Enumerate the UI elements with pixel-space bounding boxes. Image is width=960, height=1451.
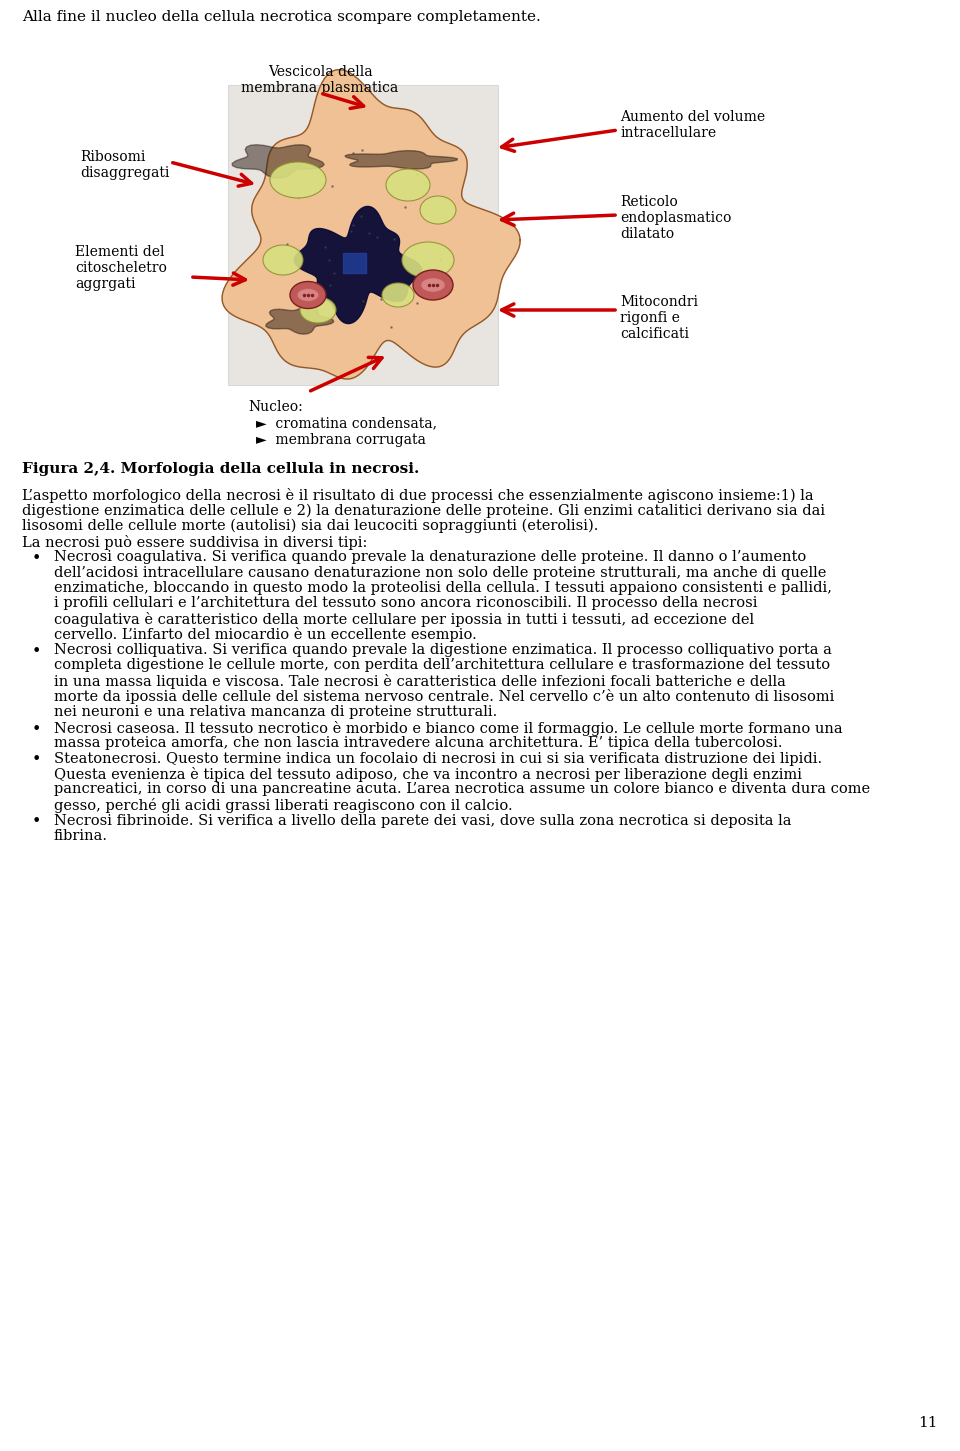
Text: coagulativa è caratteristico della morte cellulare per ipossia in tutti i tessut: coagulativa è caratteristico della morte… [54,612,755,627]
Text: Necrosi fibrinoide. Si verifica a livello della parete dei vasi, dove sulla zona: Necrosi fibrinoide. Si verifica a livell… [54,814,791,827]
Text: completa digestione le cellule morte, con perdita dell’architettura cellulare e : completa digestione le cellule morte, co… [54,659,830,672]
Text: 11: 11 [919,1416,938,1431]
Text: •: • [32,550,41,567]
Ellipse shape [413,270,453,300]
Text: digestione enzimatica delle cellule e 2) la denaturazione delle proteine. Gli en: digestione enzimatica delle cellule e 2)… [22,503,826,518]
Text: Nucleo:: Nucleo: [248,400,302,414]
Ellipse shape [382,283,414,308]
Text: i profili cellulari e l’architettura del tessuto sono ancora riconoscibili. Il p: i profili cellulari e l’architettura del… [54,596,757,611]
Text: Necrosi coagulativa. Si verifica quando prevale la denaturazione delle proteine.: Necrosi coagulativa. Si verifica quando … [54,550,806,564]
Text: L’aspetto morfologico della necrosi è il risultato di due processi che essenzial: L’aspetto morfologico della necrosi è il… [22,488,814,503]
Text: Figura 2,4. Morfologia della cellula in necrosi.: Figura 2,4. Morfologia della cellula in … [22,461,420,476]
Text: Mitocondri
rigonfi e
calcificati: Mitocondri rigonfi e calcificati [620,295,698,341]
Polygon shape [345,151,457,168]
Text: ►  cromatina condensata,: ► cromatina condensata, [256,416,437,431]
Text: •: • [32,814,41,830]
Text: in una massa liquida e viscosa. Tale necrosi è caratteristica delle infezioni fo: in una massa liquida e viscosa. Tale nec… [54,675,786,689]
Text: massa proteica amorfa, che non lascia intravedere alcuna architettura. E’ tipica: massa proteica amorfa, che non lascia in… [54,736,782,750]
Text: Necrosi colliquativa. Si verifica quando prevale la digestione enzimatica. Il pr: Necrosi colliquativa. Si verifica quando… [54,643,832,657]
Text: Steatonecrosi. Questo termine indica un focolaio di necrosi in cui si sia verifi: Steatonecrosi. Questo termine indica un … [54,752,822,766]
Text: Vescicola della
membrana plasmatica: Vescicola della membrana plasmatica [241,65,398,96]
Text: fibrina.: fibrina. [54,829,108,843]
Ellipse shape [420,196,456,223]
Polygon shape [222,70,520,379]
Text: Necrosi caseosa. Il tessuto necrotico è morbido e bianco come il formaggio. Le c: Necrosi caseosa. Il tessuto necrotico è … [54,721,843,736]
Text: ►  membrana corrugata: ► membrana corrugata [256,432,426,447]
Text: Alla fine il nucleo della cellula necrotica scompare completamente.: Alla fine il nucleo della cellula necrot… [22,10,540,25]
Text: Questa evenienza è tipica del tessuto adiposo, che va incontro a necrosi per lib: Questa evenienza è tipica del tessuto ad… [54,768,802,782]
Text: Ribosomi
disaggregati: Ribosomi disaggregati [80,149,169,180]
Text: La necrosi può essere suddivisa in diversi tipi:: La necrosi può essere suddivisa in diver… [22,534,368,550]
Text: pancreatici, in corso di una pancreatine acuta. L’area necrotica assume un color: pancreatici, in corso di una pancreatine… [54,782,870,797]
Ellipse shape [298,289,319,302]
Text: enzimatiche, bloccando in questo modo la proteolisi della cellula. I tessuti app: enzimatiche, bloccando in questo modo la… [54,580,832,595]
Polygon shape [232,145,324,178]
Polygon shape [266,306,334,334]
Ellipse shape [270,163,326,197]
Text: Aumento del volume
intracellulare: Aumento del volume intracellulare [620,110,765,141]
Text: gesso, perché gli acidi grassi liberati reagiscono con il calcio.: gesso, perché gli acidi grassi liberati … [54,798,513,813]
Text: nei neuroni e una relativa mancanza di proteine strutturali.: nei neuroni e una relativa mancanza di p… [54,705,497,720]
Ellipse shape [386,168,430,202]
Text: •: • [32,643,41,660]
Ellipse shape [300,297,336,324]
Text: Reticolo
endoplasmatico
dilatato: Reticolo endoplasmatico dilatato [620,194,732,241]
Text: cervello. L’infarto del miocardio è un eccellente esempio.: cervello. L’infarto del miocardio è un e… [54,627,477,643]
Text: •: • [32,721,41,737]
Text: lisosomi delle cellule morte (autolisi) sia dai leucociti sopraggiunti (eterolis: lisosomi delle cellule morte (autolisi) … [22,519,598,534]
Text: •: • [32,752,41,769]
Ellipse shape [290,281,326,309]
Text: morte da ipossia delle cellule del sistema nervoso centrale. Nel cervello c’è un: morte da ipossia delle cellule del siste… [54,689,834,705]
Ellipse shape [402,242,454,279]
Bar [228,86,498,385]
Text: Elementi del
citoscheletro
aggrgati: Elementi del citoscheletro aggrgati [75,245,167,292]
Ellipse shape [421,279,445,292]
Text: dell’acidosi intracellulare causano denaturazione non solo delle proteine strutt: dell’acidosi intracellulare causano dena… [54,566,827,579]
Polygon shape [295,206,421,324]
Ellipse shape [263,245,303,276]
